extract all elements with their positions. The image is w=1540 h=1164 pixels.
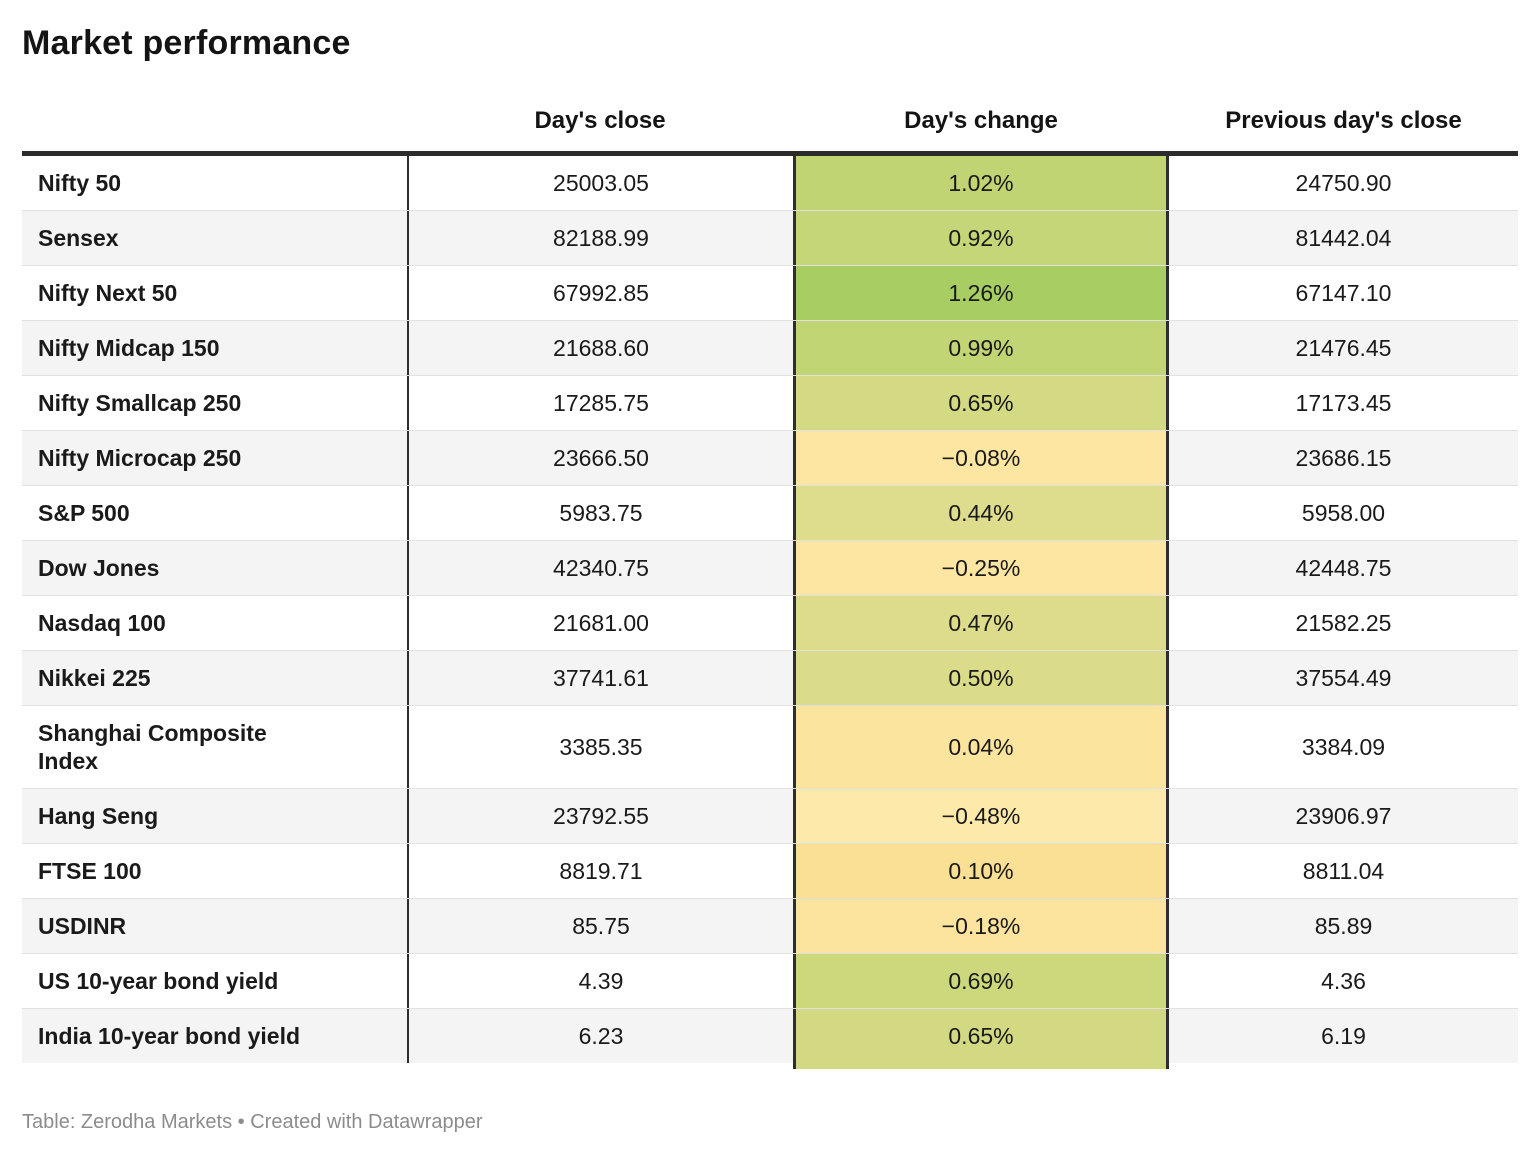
row-label: India 10-year bond yield bbox=[38, 1023, 301, 1049]
row-label: Nifty Microcap 250 bbox=[38, 445, 242, 471]
table-row: Nikkei 225 37741.61 0.50% 37554.49 bbox=[22, 650, 1518, 705]
days-close-value: 17285.75 bbox=[407, 376, 793, 430]
row-label: Shanghai Composite Index bbox=[38, 720, 267, 774]
previous-close-value: 6.19 bbox=[1321, 1023, 1366, 1049]
change-column-overhang-row bbox=[22, 1063, 1518, 1069]
table-row: Sensex 82188.99 0.92% 81442.04 bbox=[22, 210, 1518, 265]
days-change-cell: 0.99% bbox=[793, 321, 1169, 375]
header-rule bbox=[22, 151, 1518, 156]
table-row: Nifty Midcap 150 21688.60 0.99% 21476.45 bbox=[22, 320, 1518, 375]
table-row: Nifty Next 50 67992.85 1.26% 67147.10 bbox=[22, 265, 1518, 320]
days-change-cell: 0.50% bbox=[793, 651, 1169, 705]
column-header-days-close: Day's close bbox=[534, 107, 666, 134]
days-change-cell: 0.92% bbox=[793, 211, 1169, 265]
table-body: Nifty 50 25003.05 1.02% 24750.90 Sensex … bbox=[22, 156, 1518, 1063]
table-row: USDINR 85.75 −0.18% 85.89 bbox=[22, 898, 1518, 953]
days-close-value: 37741.61 bbox=[407, 651, 793, 705]
table-row: S&P 500 5983.75 0.44% 5958.00 bbox=[22, 485, 1518, 540]
row-label: Nifty Next 50 bbox=[38, 280, 178, 306]
days-change-cell: −0.08% bbox=[793, 431, 1169, 485]
attribution-footer: Table: Zerodha Markets • Created with Da… bbox=[22, 1111, 483, 1133]
row-label: Nifty Midcap 150 bbox=[38, 335, 220, 361]
days-close-value: 5983.75 bbox=[407, 486, 793, 540]
table-row: Nasdaq 100 21681.00 0.47% 21582.25 bbox=[22, 595, 1518, 650]
previous-close-value: 24750.90 bbox=[1295, 170, 1392, 196]
days-change-cell: 1.02% bbox=[793, 156, 1169, 210]
days-change-cell: 1.26% bbox=[793, 266, 1169, 320]
days-close-value: 25003.05 bbox=[407, 156, 793, 210]
page: Market performance Day's close Day's cha… bbox=[22, 24, 1518, 1133]
days-close-value: 6.23 bbox=[407, 1009, 793, 1063]
days-change-cell: 0.47% bbox=[793, 596, 1169, 650]
row-label: Nifty Smallcap 250 bbox=[38, 390, 242, 416]
days-change-cell: 0.65% bbox=[793, 376, 1169, 430]
change-column-overhang bbox=[793, 1063, 1169, 1069]
row-label: Dow Jones bbox=[38, 555, 160, 581]
days-change-cell: 0.04% bbox=[793, 706, 1169, 788]
previous-close-value: 85.89 bbox=[1314, 913, 1373, 939]
previous-close-value: 23686.15 bbox=[1295, 445, 1392, 471]
days-change-cell: −0.25% bbox=[793, 541, 1169, 595]
days-change-cell: 0.10% bbox=[793, 844, 1169, 898]
table-row: Nifty 50 25003.05 1.02% 24750.90 bbox=[22, 156, 1518, 210]
days-close-value: 82188.99 bbox=[407, 211, 793, 265]
previous-close-value: 21476.45 bbox=[1295, 335, 1392, 361]
previous-close-value: 81442.04 bbox=[1295, 225, 1392, 251]
previous-close-value: 4.36 bbox=[1321, 968, 1366, 994]
overhang-spacer bbox=[407, 1063, 793, 1069]
previous-close-value: 67147.10 bbox=[1295, 280, 1392, 306]
market-performance-table: Day's close Day's change Previous day's … bbox=[22, 107, 1518, 1069]
previous-close-value: 37554.49 bbox=[1295, 665, 1392, 691]
days-close-value: 21688.60 bbox=[407, 321, 793, 375]
previous-close-value: 3384.09 bbox=[1301, 734, 1386, 760]
table-row: Hang Seng 23792.55 −0.48% 23906.97 bbox=[22, 788, 1518, 843]
days-close-value: 23666.50 bbox=[407, 431, 793, 485]
days-close-value: 8819.71 bbox=[407, 844, 793, 898]
row-label: USDINR bbox=[38, 913, 127, 939]
previous-close-value: 42448.75 bbox=[1295, 555, 1392, 581]
row-label: Nifty 50 bbox=[38, 170, 122, 196]
row-label: Nikkei 225 bbox=[38, 665, 151, 691]
previous-close-value: 17173.45 bbox=[1295, 390, 1392, 416]
days-close-value: 85.75 bbox=[407, 899, 793, 953]
table-row: India 10-year bond yield 6.23 0.65% 6.19 bbox=[22, 1008, 1518, 1063]
days-close-value: 67992.85 bbox=[407, 266, 793, 320]
previous-close-value: 23906.97 bbox=[1295, 803, 1392, 829]
days-change-cell: −0.48% bbox=[793, 789, 1169, 843]
table-row: Shanghai Composite Index 3385.35 0.04% 3… bbox=[22, 705, 1518, 788]
days-close-value: 4.39 bbox=[407, 954, 793, 1008]
overhang-spacer bbox=[1169, 1063, 1518, 1069]
previous-close-value: 5958.00 bbox=[1301, 500, 1386, 526]
days-change-cell: 0.44% bbox=[793, 486, 1169, 540]
table-row: Nifty Smallcap 250 17285.75 0.65% 17173.… bbox=[22, 375, 1518, 430]
days-close-value: 21681.00 bbox=[407, 596, 793, 650]
days-change-cell: −0.18% bbox=[793, 899, 1169, 953]
days-close-value: 3385.35 bbox=[407, 706, 793, 788]
row-label: US 10-year bond yield bbox=[38, 968, 279, 994]
column-header-previous-close: Previous day's close bbox=[1225, 107, 1462, 134]
table-header-row: Day's close Day's change Previous day's … bbox=[22, 107, 1518, 151]
days-close-value: 23792.55 bbox=[407, 789, 793, 843]
overhang-spacer bbox=[22, 1063, 407, 1069]
row-label: Sensex bbox=[38, 225, 119, 251]
table-row: FTSE 100 8819.71 0.10% 8811.04 bbox=[22, 843, 1518, 898]
row-label: S&P 500 bbox=[38, 500, 130, 526]
previous-close-value: 21582.25 bbox=[1295, 610, 1392, 636]
row-label: Nasdaq 100 bbox=[38, 610, 166, 636]
table-row: Nifty Microcap 250 23666.50 −0.08% 23686… bbox=[22, 430, 1518, 485]
column-header-days-change: Day's change bbox=[904, 107, 1058, 134]
days-close-value: 42340.75 bbox=[407, 541, 793, 595]
page-title: Market performance bbox=[22, 24, 351, 62]
table-row: US 10-year bond yield 4.39 0.69% 4.36 bbox=[22, 953, 1518, 1008]
days-change-cell: 0.69% bbox=[793, 954, 1169, 1008]
table-row: Dow Jones 42340.75 −0.25% 42448.75 bbox=[22, 540, 1518, 595]
row-label: Hang Seng bbox=[38, 803, 159, 829]
previous-close-value: 8811.04 bbox=[1302, 858, 1385, 884]
row-label: FTSE 100 bbox=[38, 858, 142, 884]
days-change-cell: 0.65% bbox=[793, 1009, 1169, 1063]
